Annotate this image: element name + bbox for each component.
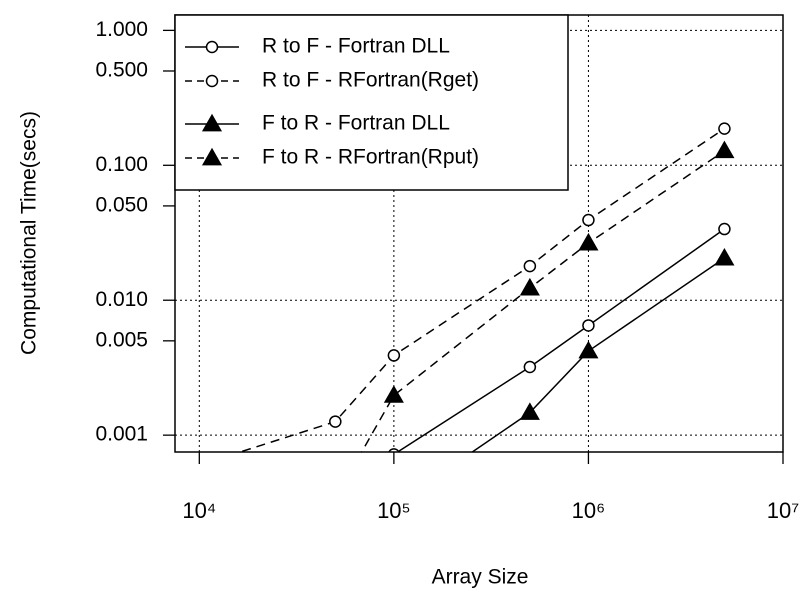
y-tick-label: 0.100 — [95, 153, 148, 176]
y-tick-label: 0.010 — [95, 288, 148, 311]
x-tick-label: 10⁷ — [767, 498, 799, 523]
legend-label: F to R - Fortran DLL — [262, 112, 450, 135]
y-tick-label: 0.005 — [95, 328, 148, 351]
marker — [201, 113, 223, 132]
marker — [578, 340, 599, 359]
marker — [582, 213, 595, 227]
marker — [201, 147, 223, 166]
x-axis-label: Array Size — [432, 566, 529, 589]
legend-label: F to R - RFortran(Rput) — [262, 146, 479, 169]
marker — [519, 277, 540, 296]
marker — [205, 40, 219, 54]
y-tick-label: 0.050 — [95, 193, 148, 216]
marker — [326, 489, 344, 505]
y-axis-label: Computational Time(secs) — [18, 111, 41, 355]
series-line — [237, 127, 725, 452]
marker — [388, 448, 400, 452]
y-tick-label: 1.000 — [95, 18, 148, 41]
marker — [718, 122, 731, 135]
marker — [523, 360, 537, 374]
marker — [205, 74, 219, 88]
x-tick-label: 10⁵ — [377, 498, 411, 523]
marker — [714, 247, 735, 266]
x-tick-label: 10⁴ — [182, 498, 216, 523]
y-tick-label: 0.500 — [95, 59, 148, 82]
legend-label: R to F - Fortran DLL — [262, 35, 450, 58]
x-tick-label: 10⁶ — [572, 498, 606, 523]
marker — [714, 140, 735, 159]
marker — [329, 415, 342, 428]
marker — [582, 319, 595, 332]
y-tick-label: 0.001 — [95, 423, 148, 446]
marker — [718, 222, 731, 236]
marker — [387, 349, 401, 362]
marker — [519, 402, 540, 420]
marker — [383, 385, 404, 403]
legend-label: R to F - RFortran(Rget) — [262, 69, 479, 92]
series-line — [396, 228, 725, 452]
marker — [578, 232, 599, 251]
series-line — [470, 257, 725, 452]
legend-box — [174, 14, 569, 191]
plot-area — [237, 122, 735, 505]
marker — [523, 259, 537, 273]
